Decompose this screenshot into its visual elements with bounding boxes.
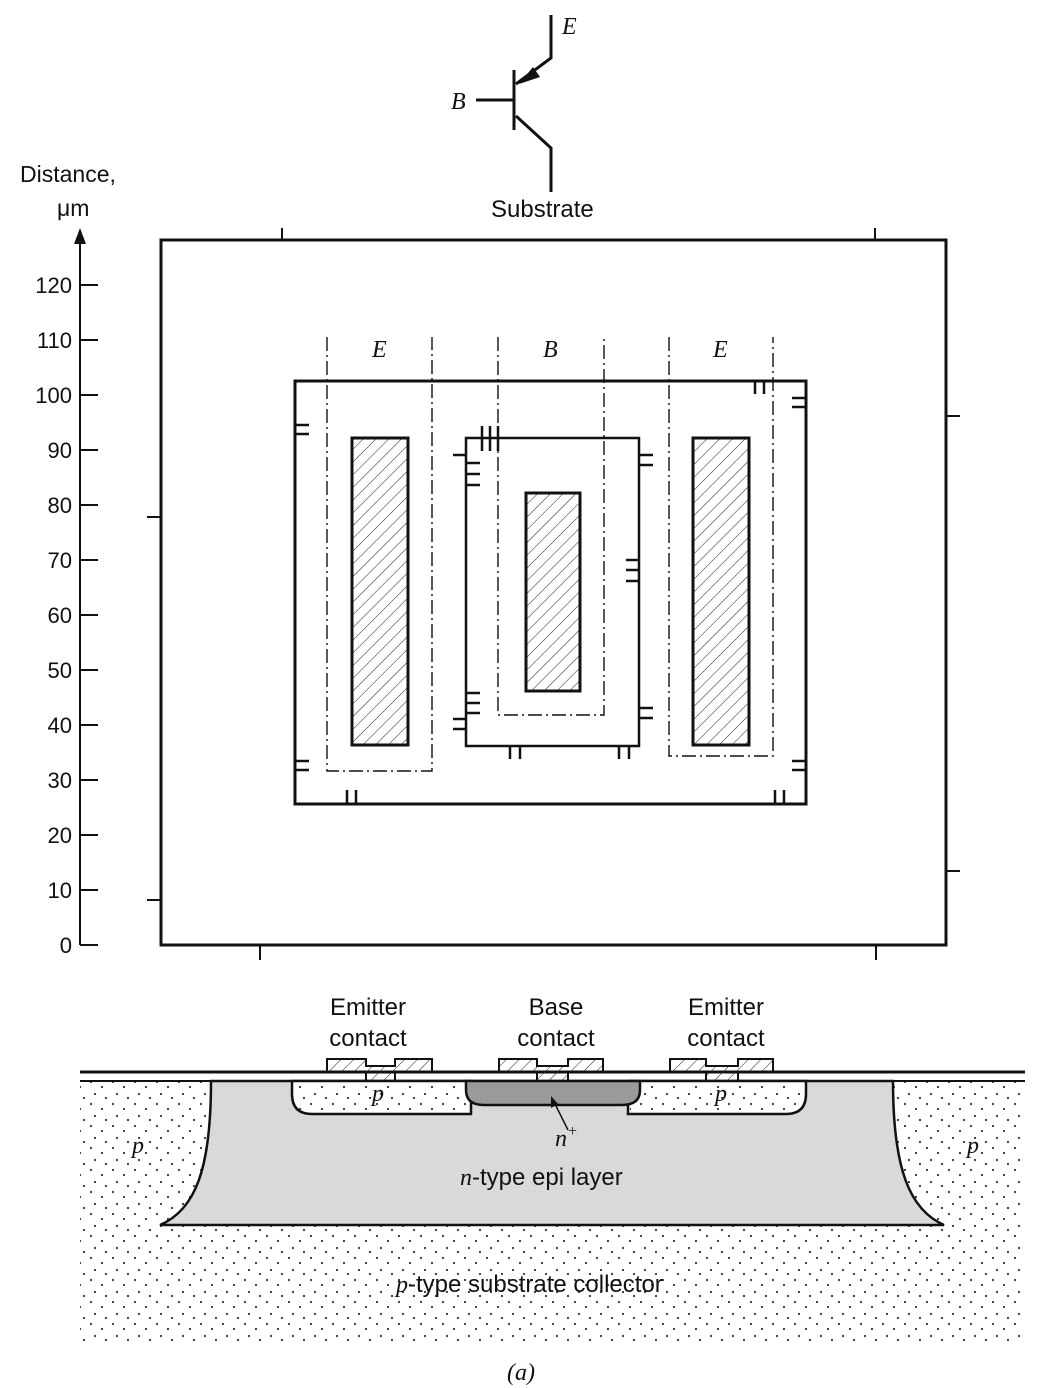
p-emitter-right-label: p xyxy=(713,1081,727,1107)
right-emitter-contact-label-1: Emitter xyxy=(688,994,764,1021)
left-emitter-metal-contact xyxy=(326,1058,433,1082)
left-emitter-contact-window xyxy=(350,436,410,747)
emitter-arrow-icon xyxy=(519,67,540,84)
axis-tick-label: 90 xyxy=(48,438,72,463)
layout-right-emitter-label: E xyxy=(712,337,728,363)
axis-tick-label: 10 xyxy=(48,878,72,903)
metal-contacts xyxy=(326,1058,774,1082)
isolation-frame xyxy=(159,238,948,947)
base-contact-window xyxy=(524,491,582,693)
axis-tick-label: 40 xyxy=(48,713,72,738)
n-epi-well xyxy=(159,1079,945,1227)
right-emitter-metal-contact xyxy=(669,1058,774,1082)
axis-tick-label: 110 xyxy=(37,328,72,353)
n-plus-base-diffusion xyxy=(464,1079,642,1107)
distance-axis xyxy=(74,228,86,945)
layout-left-emitter-label: E xyxy=(371,337,387,363)
layout-top-view: E B E xyxy=(147,228,960,960)
axis-tick-label: 50 xyxy=(48,658,72,683)
epi-layer-label: n-type epi layer xyxy=(460,1164,623,1191)
p-isolation-left-label: p xyxy=(130,1133,144,1159)
collector-lead xyxy=(514,114,553,192)
symbol-substrate-label: Substrate xyxy=(491,196,594,223)
base-metal xyxy=(497,337,605,716)
axis-tick-label: 0 xyxy=(60,933,72,958)
axis-tick-label: 80 xyxy=(48,493,72,518)
axis-tick-label: 70 xyxy=(48,548,72,573)
axis-tick-label: 20 xyxy=(48,823,72,848)
cross-section: Emitter contact Base contact Emitter con… xyxy=(80,994,1025,1342)
axis-tick-label: 60 xyxy=(48,603,72,628)
n-plus-label: n+ xyxy=(555,1123,578,1152)
symbol-emitter-label: E xyxy=(561,14,577,40)
symbol-base-label: B xyxy=(451,89,466,115)
figure-caption: (a) xyxy=(507,1360,535,1386)
base-diffusion-region xyxy=(464,436,641,748)
alignment-marks xyxy=(295,381,806,804)
n-plus-arrow-icon xyxy=(551,1096,558,1108)
axis-label-line2: μm xyxy=(57,195,89,221)
p-emitter-left-label: p xyxy=(370,1081,384,1107)
axis-arrow-icon xyxy=(74,228,86,244)
p-isolation-right-label: p xyxy=(965,1133,979,1159)
substrate-collector-label: p-type substrate collector xyxy=(394,1271,663,1298)
frame-ticks xyxy=(147,228,960,960)
right-emitter-contact-window xyxy=(691,436,751,747)
axis-tick-label: 120 xyxy=(35,273,72,298)
right-emitter-contact-label-2: contact xyxy=(687,1025,765,1052)
epi-region xyxy=(293,379,808,806)
base-metal-contact xyxy=(498,1058,604,1082)
axis-ticks: 0 10 20 30 40 50 60 70 80 90 100 110 120 xyxy=(35,273,98,958)
base-contact-label-1: Base xyxy=(529,994,584,1021)
axis-tick-label: 100 xyxy=(35,383,72,408)
metal-outlines xyxy=(326,337,774,772)
right-emitter-metal xyxy=(668,337,774,757)
layout-base-label: B xyxy=(543,337,558,363)
base-contact-label-2: contact xyxy=(517,1025,595,1052)
left-emitter-contact-label-1: Emitter xyxy=(330,994,406,1021)
left-emitter-contact-label-2: contact xyxy=(329,1025,407,1052)
axis-label-line1: Distance, xyxy=(20,161,116,187)
left-emitter-metal xyxy=(326,337,433,772)
transistor-symbol xyxy=(476,15,553,192)
axis-tick-label: 30 xyxy=(48,768,72,793)
